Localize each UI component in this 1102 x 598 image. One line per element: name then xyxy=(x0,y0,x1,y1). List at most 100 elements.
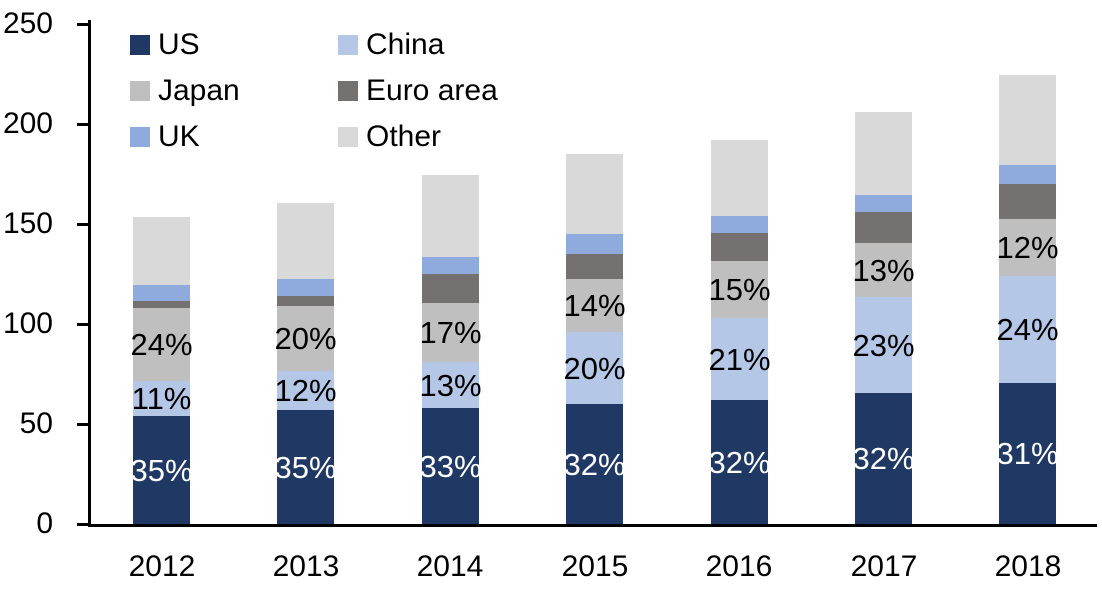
segment-label: 20% xyxy=(563,350,626,386)
segment-label: 21% xyxy=(708,341,771,377)
legend-label: Other xyxy=(366,120,442,153)
bar-segment-uk xyxy=(566,234,623,254)
legend-item-japan: Japan xyxy=(130,75,240,107)
legend-swatch-japan-icon xyxy=(130,81,150,101)
legend-label: Japan xyxy=(158,74,240,107)
x-axis-label-2017: 2017 xyxy=(850,550,918,583)
bar-segment-us: 32% xyxy=(708,400,771,524)
segment-label: 33% xyxy=(419,448,482,484)
bar-segment-china: 11% xyxy=(131,381,192,416)
bar-segment-uk xyxy=(422,257,479,274)
bar-segment-other xyxy=(422,175,479,257)
bar-segment-japan: 12% xyxy=(996,219,1059,276)
segment-label: 13% xyxy=(852,252,915,288)
x-axis-label-2013: 2013 xyxy=(272,550,340,583)
bar-segment-other xyxy=(999,75,1056,165)
bar-segment-other xyxy=(133,217,190,285)
segment-label: 32% xyxy=(563,446,626,482)
x-axis-label-2014: 2014 xyxy=(416,550,484,583)
legend-swatch-other-icon xyxy=(338,127,358,147)
bar-segment-other xyxy=(855,112,912,195)
segment-label: 11% xyxy=(131,381,192,416)
bar-2016: 15% 21% 32% xyxy=(708,140,771,524)
x-axis-label-2016: 2016 xyxy=(705,550,773,583)
legend-swatch-us-icon xyxy=(130,35,150,55)
y-axis-tick xyxy=(77,423,88,426)
bar-segment-other xyxy=(711,140,768,216)
legend-label: Euro area xyxy=(366,74,498,107)
segment-label: 12% xyxy=(996,230,1059,265)
segment-label: 23% xyxy=(852,327,915,363)
y-axis-tick xyxy=(77,323,88,326)
legend-item-us: US xyxy=(130,29,200,61)
bar-2018: 12% 24% 31% xyxy=(996,75,1059,524)
bar-segment-china: 21% xyxy=(708,318,771,400)
bar-segment-euro-area xyxy=(855,212,912,243)
bar-segment-us: 35% xyxy=(130,416,193,524)
bar-segment-china: 23% xyxy=(852,297,915,393)
bar-segment-japan: 17% xyxy=(419,303,482,362)
bar-segment-japan: 20% xyxy=(274,306,337,371)
bar-segment-japan: 24% xyxy=(130,308,193,381)
bar-segment-us: 33% xyxy=(419,408,482,524)
y-axis-tick-label: 150 xyxy=(2,207,53,240)
y-axis-tick xyxy=(77,23,88,26)
bar-segment-euro-area xyxy=(277,296,334,306)
y-axis-line xyxy=(88,20,91,527)
legend-item-other: Other xyxy=(338,121,441,153)
bar-segment-other xyxy=(277,203,334,279)
legend-label: China xyxy=(366,28,445,61)
bar-segment-china: 24% xyxy=(996,276,1059,383)
bar-segment-us: 32% xyxy=(852,393,915,524)
legend-swatch-uk-icon xyxy=(130,127,150,147)
bar-segment-uk xyxy=(855,195,912,212)
x-axis-line xyxy=(88,524,1097,527)
bar-segment-china: 20% xyxy=(563,332,626,404)
segment-label: 24% xyxy=(996,312,1059,347)
legend-swatch-china-icon xyxy=(338,35,358,55)
y-axis-tick xyxy=(77,523,88,526)
bar-segment-euro-area xyxy=(566,254,623,279)
segment-label: 14% xyxy=(563,288,626,323)
legend-swatch-euro-area-icon xyxy=(338,81,358,101)
y-axis-tick xyxy=(77,123,88,126)
bar-segment-japan: 13% xyxy=(852,243,915,297)
x-axis-label-2012: 2012 xyxy=(128,550,196,583)
legend-item-china: China xyxy=(338,29,444,61)
bar-segment-uk xyxy=(277,279,334,296)
segment-label: 17% xyxy=(419,315,482,350)
y-axis-tick-label: 250 xyxy=(2,7,53,40)
bar-2012: 24% 11% 35% xyxy=(130,217,193,524)
segment-label: 15% xyxy=(708,272,771,307)
legend-item-euro-area: Euro area xyxy=(338,75,498,107)
segment-label: 35% xyxy=(130,452,193,488)
y-axis-tick-label: 0 xyxy=(36,507,53,540)
bar-segment-other xyxy=(566,154,623,234)
bar-segment-us: 35% xyxy=(274,410,337,524)
bar-2017: 13% 23% 32% xyxy=(852,112,915,524)
segment-label: 32% xyxy=(708,444,771,480)
bar-2014: 17% 13% 33% xyxy=(419,175,482,524)
segment-label: 13% xyxy=(419,367,482,403)
bar-segment-japan: 14% xyxy=(563,279,626,332)
x-axis-label-2018: 2018 xyxy=(994,550,1062,583)
segment-label: 20% xyxy=(274,321,337,356)
segment-label: 31% xyxy=(996,436,1059,471)
segment-label: 24% xyxy=(130,327,193,362)
bar-segment-uk xyxy=(133,285,190,301)
bar-2015: 14% 20% 32% xyxy=(563,154,626,524)
segment-label: 32% xyxy=(852,441,915,476)
legend-label: UK xyxy=(158,120,200,153)
bar-segment-euro-area xyxy=(999,184,1056,219)
x-axis-label-2015: 2015 xyxy=(561,550,629,583)
segment-label: 12% xyxy=(274,373,337,408)
bar-segment-us: 32% xyxy=(563,404,626,524)
legend-item-uk: UK xyxy=(130,121,200,153)
y-axis-tick-label: 100 xyxy=(2,307,53,340)
bar-segment-euro-area xyxy=(133,301,190,308)
bar-2013: 20% 12% 35% xyxy=(274,203,337,524)
bar-segment-japan: 15% xyxy=(708,261,771,318)
bar-segment-euro-area xyxy=(711,233,768,261)
legend-label: US xyxy=(158,28,200,61)
